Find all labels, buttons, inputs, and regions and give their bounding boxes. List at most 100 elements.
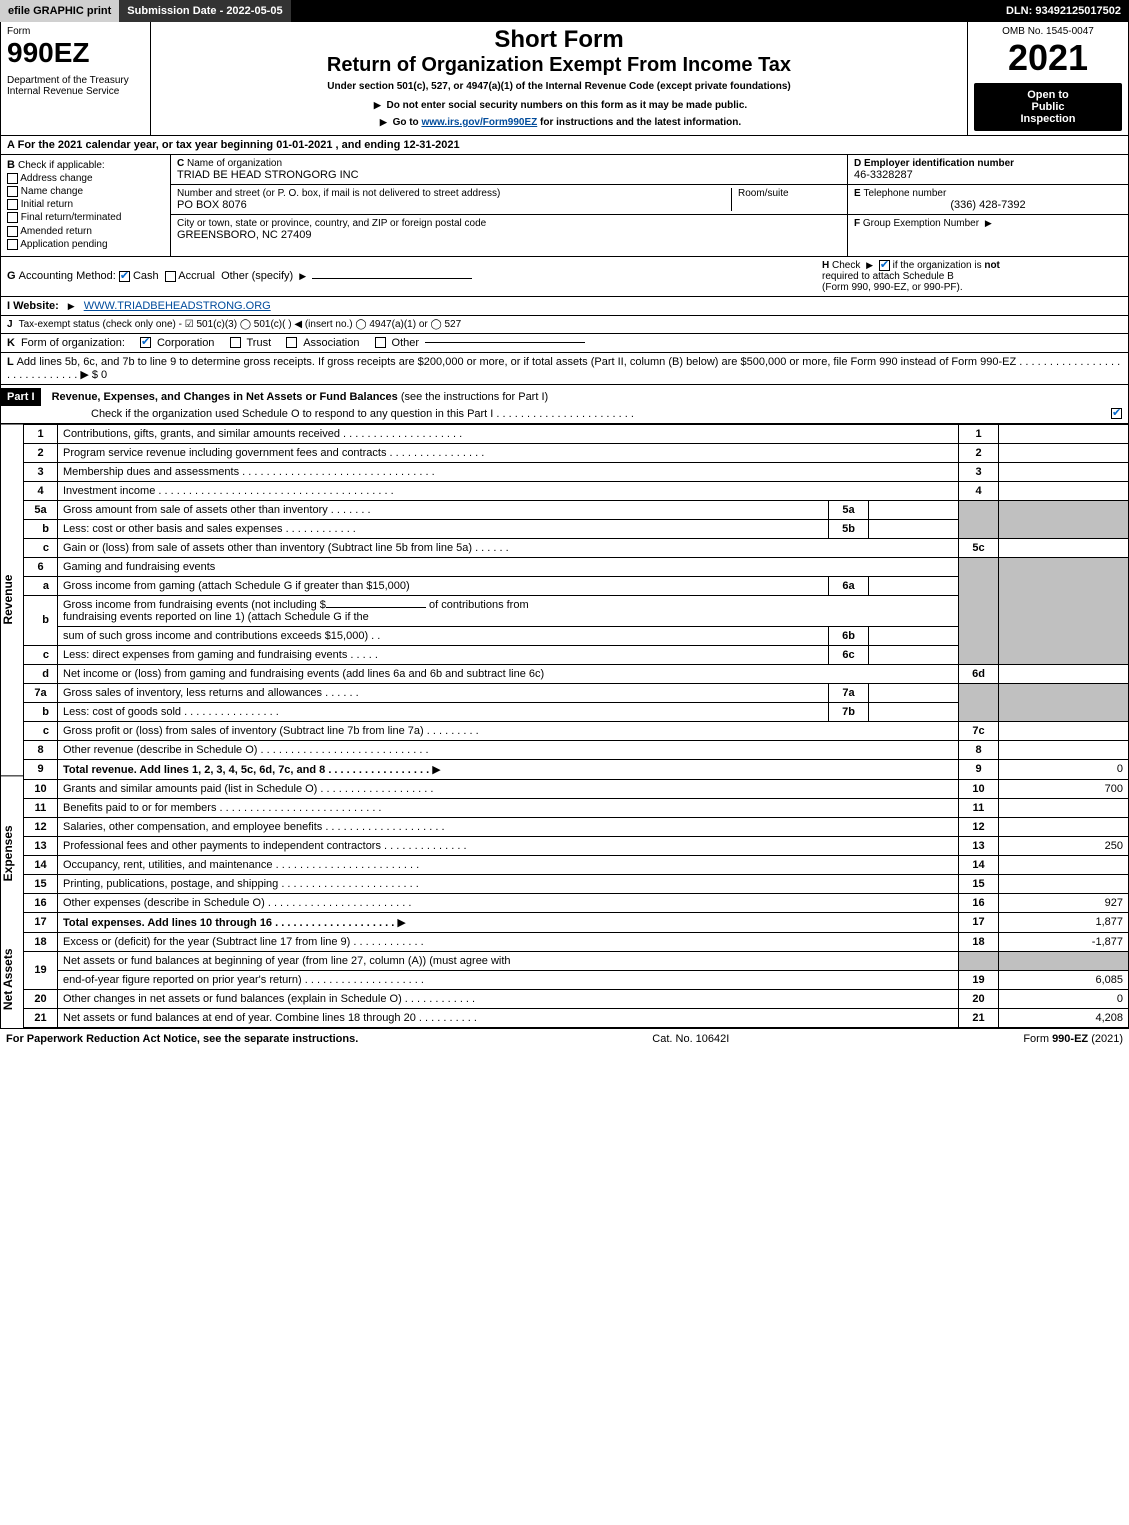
note-ssn: Do not enter social security numbers on …: [157, 100, 961, 111]
arrow-icon: [296, 270, 309, 282]
table-row: 9Total revenue. Add lines 1, 2, 3, 4, 5c…: [24, 759, 1129, 779]
check-application-pending[interactable]: Application pending: [7, 239, 164, 250]
table-row: 4Investment income . . . . . . . . . . .…: [24, 481, 1129, 500]
check-association[interactable]: [286, 337, 297, 348]
part1-label: Part I: [1, 388, 41, 406]
check-name-change[interactable]: Name change: [7, 186, 164, 197]
footer-catno: Cat. No. 10642I: [652, 1033, 729, 1045]
l1-desc: Contributions, gifts, grants, and simila…: [58, 424, 959, 443]
table-row: 7aGross sales of inventory, less returns…: [24, 683, 1129, 702]
table-row: 21Net assets or fund balances at end of …: [24, 1008, 1129, 1027]
arrow-icon: [982, 218, 995, 229]
website-link[interactable]: WWW.TRIADBEHEADSTRONG.ORG: [84, 300, 271, 312]
note1-text: Do not enter social security numbers on …: [387, 100, 748, 111]
submission-tab: Submission Date - 2022-05-05: [119, 0, 290, 22]
table-row: 18Excess or (deficit) for the year (Subt…: [24, 932, 1129, 951]
check-final-return[interactable]: Final return/terminated: [7, 212, 164, 223]
opt-corp: Corporation: [157, 337, 214, 349]
part1-header: Part I Revenue, Expenses, and Changes in…: [0, 385, 1129, 424]
h-text: if the organization is: [893, 260, 985, 271]
dept-label: Department of the Treasury: [7, 75, 144, 86]
table-row: 1Contributions, gifts, grants, and simil…: [24, 424, 1129, 443]
dln-label: DLN: 93492125017502: [998, 0, 1129, 22]
addr-label: Number and street (or P. O. box, if mail…: [177, 188, 731, 199]
header-right: OMB No. 1545-0047 2021 Open to Public In…: [968, 22, 1128, 135]
table-row: 15Printing, publications, postage, and s…: [24, 874, 1129, 893]
l2-desc: Program service revenue including govern…: [58, 443, 959, 462]
l7b-desc: Less: cost of goods sold . . . . . . . .…: [58, 702, 829, 721]
page-footer: For Paperwork Reduction Act Notice, see …: [0, 1028, 1129, 1049]
l18-desc: Excess or (deficit) for the year (Subtra…: [58, 932, 959, 951]
l9-amt: 0: [999, 759, 1129, 779]
check-corporation[interactable]: [140, 337, 151, 348]
ein-label: Employer identification number: [864, 158, 1014, 169]
l19b-desc: end-of-year figure reported on prior yea…: [58, 970, 959, 989]
header-center: Short Form Return of Organization Exempt…: [151, 22, 968, 135]
note2-post: for instructions and the latest informat…: [540, 117, 741, 128]
part1-title: Revenue, Expenses, and Changes in Net As…: [44, 391, 398, 403]
check-initial-return[interactable]: Initial return: [7, 199, 164, 210]
check-cash[interactable]: [119, 271, 130, 282]
tax-exempt-status: Tax-exempt status (check only one) - ☑ 5…: [19, 319, 462, 330]
l16-desc: Other expenses (describe in Schedule O) …: [58, 893, 959, 912]
check-address-change[interactable]: Address change: [7, 173, 164, 184]
irs-label: Internal Revenue Service: [7, 86, 144, 97]
check-accrual[interactable]: [165, 271, 176, 282]
part1-body: Revenue Expenses Net Assets 1Contributio…: [0, 424, 1129, 1028]
org-city: GREENSBORO, NC 27409: [177, 229, 841, 241]
check-other-org[interactable]: [375, 337, 386, 348]
footer-right: Form 990-EZ (2021): [1023, 1033, 1123, 1045]
open-to-public: Open to Public Inspection: [974, 83, 1122, 131]
acct-method-label: Accounting Method:: [19, 270, 116, 282]
check-amended-return[interactable]: Amended return: [7, 226, 164, 237]
table-row: 13Professional fees and other payments t…: [24, 836, 1129, 855]
form-header: Form 990EZ Department of the Treasury In…: [0, 22, 1129, 136]
vertical-labels: Revenue Expenses Net Assets: [0, 424, 23, 1028]
table-row: 20Other changes in net assets or fund ba…: [24, 989, 1129, 1008]
l6b-amount-input[interactable]: [326, 607, 426, 608]
line-i: I Website: WWW.TRIADBEHEADSTRONG.ORG: [0, 297, 1129, 316]
table-row: 2Program service revenue including gover…: [24, 443, 1129, 462]
l21-amt: 4,208: [999, 1008, 1129, 1027]
table-row: 12Salaries, other compensation, and empl…: [24, 817, 1129, 836]
h-req: required to attach Schedule B: [822, 271, 954, 282]
table-row: 6Gaming and fundraising events: [24, 557, 1129, 576]
open1: Open to: [978, 89, 1118, 101]
form-number: 990EZ: [7, 37, 144, 69]
l6b3-desc: sum of such gross income and contributio…: [58, 626, 829, 645]
l8-desc: Other revenue (describe in Schedule O) .…: [58, 740, 959, 759]
top-bar: efile GRAPHIC print Submission Date - 20…: [0, 0, 1129, 22]
other-specify-input[interactable]: [312, 278, 472, 279]
box-c: C Name of organization TRIAD BE HEAD STR…: [171, 155, 848, 256]
vlabel-expenses: Expenses: [1, 775, 23, 931]
spacer: [291, 0, 998, 22]
l21-desc: Net assets or fund balances at end of ye…: [58, 1008, 959, 1027]
other-org-input[interactable]: [425, 342, 585, 343]
l6-desc: Gaming and fundraising events: [58, 557, 959, 576]
accrual-label: Accrual: [178, 270, 215, 282]
l15-desc: Printing, publications, postage, and shi…: [58, 874, 959, 893]
h-forms: (Form 990, 990-EZ, or 990-PF).: [822, 282, 963, 293]
footer-left: For Paperwork Reduction Act Notice, see …: [6, 1033, 358, 1045]
check-schedule-o[interactable]: [1111, 408, 1122, 419]
l10-amt: 700: [999, 779, 1129, 798]
table-row: 3Membership dues and assessments . . . .…: [24, 462, 1129, 481]
cash-label: Cash: [133, 270, 159, 282]
tax-year: 2021: [974, 37, 1122, 79]
table-row: 17Total expenses. Add lines 10 through 1…: [24, 912, 1129, 932]
irs-link[interactable]: www.irs.gov/Form990EZ: [421, 117, 537, 128]
line-a-text: For the 2021 calendar year, or tax year …: [18, 139, 460, 151]
efile-tab[interactable]: efile GRAPHIC print: [0, 0, 119, 22]
open2: Public: [978, 101, 1118, 113]
arrow-icon: [863, 260, 876, 271]
table-row: 5aGross amount from sale of assets other…: [24, 500, 1129, 519]
check-not-required-schedule-b[interactable]: [879, 260, 890, 271]
vlabel-revenue: Revenue: [1, 424, 23, 775]
form-word: Form: [7, 26, 144, 37]
l5a-desc: Gross amount from sale of assets other t…: [58, 500, 829, 519]
table-row: cGain or (loss) from sale of assets othe…: [24, 538, 1129, 557]
table-row: dNet income or (loss) from gaming and fu…: [24, 664, 1129, 683]
check-trust[interactable]: [230, 337, 241, 348]
table-row: 19Net assets or fund balances at beginni…: [24, 951, 1129, 970]
l12-desc: Salaries, other compensation, and employ…: [58, 817, 959, 836]
